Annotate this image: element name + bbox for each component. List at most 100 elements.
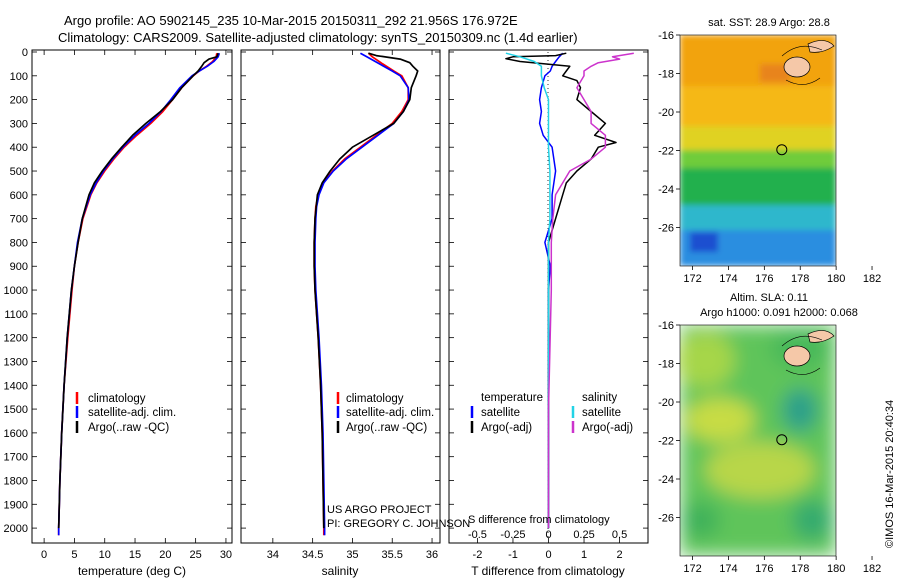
sla-island-viti-levu [783,345,811,367]
x-tick-label: 35.5 [382,549,403,561]
x-tick-label: 36 [426,549,438,561]
depth-tick-label: 0 [22,47,28,59]
salinity-plot-frame [240,49,441,544]
depth-tick-label: 300 [10,118,28,130]
temperature-x-axis: 0 5 10 15 20 25 30 [41,50,232,561]
temp-legend-argo: Argo(..raw -QC) [88,422,169,434]
salinity-legend: climatology satellite-adj. clim. Argo(..… [336,392,434,434]
sst-map-axes: 172 174 176 178 180 182 -16 -18 -20 -22 -24 -26 [658,30,881,285]
sla-island-vanua-levu [807,330,835,343]
salinity-x-label: salinity [322,564,359,578]
x-tick-label: 15 [129,549,141,561]
salinity-series [313,52,419,536]
s-diff-tick-label: 0.25 [573,529,594,541]
lat-tick-label: -24 [658,474,674,486]
x-tick-label: 35 [346,549,358,561]
depth-tick-label: 1800 [4,475,28,487]
x-tick-label: 30 [220,549,232,561]
lon-tick-label: 180 [827,273,845,285]
x-tick-label: 34.5 [302,549,323,561]
depth-tick-label: 1400 [4,380,28,392]
lat-tick-label: -26 [658,223,674,235]
difference-legend: temperature satellite Argo(-adj) salinit… [470,392,633,434]
depth-tick-label: 1600 [4,428,28,440]
x-tick-label: 25 [190,549,202,561]
lon-tick-label: 176 [755,563,773,575]
depth-tick-label: 200 [10,95,28,107]
x-tick-label: 0 [41,549,47,561]
header-line-2: Climatology: CARS2009. Satellite-adjuste… [58,30,578,45]
depth-tick-label: 700 [10,214,28,226]
series-line-s_satellite [505,52,551,529]
x-tick-label: 10 [99,549,111,561]
series-line-climatology [313,52,410,536]
lon-tick-label: 172 [683,563,701,575]
series-line-climatology [57,53,218,536]
sla-map-title-line-2: Argo h1000: 0.091 h2000: 0.068 [700,307,858,319]
depth-axis: 0 100 200 300 400 500 600 700 800 900 1000 1100 1200… [4,47,648,535]
diff-legend-t-argo: Argo(-adj) [481,422,532,434]
depth-tick-label: 1300 [4,356,28,368]
sla-argo-location-marker [776,434,788,446]
depth-tick-label: 1000 [4,285,28,297]
depth-tick-label: 2000 [4,523,28,535]
lon-tick-label: 174 [719,563,737,575]
lat-tick-label: -22 [658,436,674,448]
pi-annotation: PI: GREGORY C. JOHNSON [327,518,470,530]
series-line-t_satellite [538,52,564,529]
x-tick-label: 20 [159,549,171,561]
sla-map-title-line-1: Altim. SLA: 0.11 [730,292,808,304]
series-line-satellite [57,52,221,536]
sst-island-viti-levu [783,56,811,78]
t-diff-tick-label: 2 [617,549,623,561]
series-line-argo [313,52,419,529]
t-diff-tick-label: 0 [545,549,551,561]
temp-legend-satellite: satellite-adj. clim. [88,407,176,419]
imos-credit: ©IMOS 16-Mar-2015 20:40:34 [884,400,896,548]
lat-tick-label: -18 [658,359,674,371]
sla-map [679,324,837,557]
diff-legend-title-temperature: temperature [481,392,543,404]
project-annotation: US ARGO PROJECT [327,504,432,516]
diff-legend-s-satellite: satellite [582,407,621,419]
lat-tick-label: -20 [658,107,674,119]
sst-map [679,34,837,267]
lat-tick-label: -24 [658,184,674,196]
lat-tick-label: -16 [658,320,674,332]
difference-x-axis: -2 -1 0 1 2 -0.5 -0.25 0 0.25 0.5 [468,529,627,561]
series-line-s_argo [547,52,634,529]
diff-legend-s-argo: Argo(-adj) [582,422,633,434]
depth-tick-label: 1700 [4,452,28,464]
depth-tick-label: 1200 [4,333,28,345]
temperature-x-label: temperature (deg C) [78,564,186,578]
s-diff-tick-label: 0 [545,529,551,541]
salinity-x-axis: 34 34.5 35 35.5 36 [267,50,438,561]
series-line-argo [57,52,219,529]
s-diff-tick-label: -0.25 [500,529,525,541]
lat-tick-label: -18 [658,69,674,81]
depth-tick-label: 1500 [4,404,28,416]
depth-tick-label: 100 [10,71,28,83]
lat-tick-label: -22 [658,146,674,158]
s-difference-label: S difference from climatology [468,514,610,526]
depth-tick-label: 1100 [4,309,28,321]
difference-series [505,52,634,529]
t-diff-tick-label: -2 [473,549,483,561]
t-diff-tick-label: 1 [581,549,587,561]
t-diff-tick-label: -1 [508,549,518,561]
s-diff-tick-label: 0.5 [612,529,627,541]
lat-tick-label: -26 [658,513,674,525]
sst-reef-outline [781,45,823,85]
depth-tick-label: 1900 [4,499,28,511]
lon-tick-label: 180 [827,563,845,575]
s-diff-tick-label: -0.5 [468,529,487,541]
diff-legend-title-salinity: salinity [582,392,617,404]
lat-tick-label: -16 [658,30,674,42]
temperature-series [57,52,221,536]
x-tick-label: 5 [71,549,77,561]
sal-legend-climatology: climatology [346,393,404,405]
lon-tick-label: 178 [791,563,809,575]
series-line-t_argo [505,52,617,529]
sal-legend-argo: Argo(..raw -QC) [346,422,427,434]
